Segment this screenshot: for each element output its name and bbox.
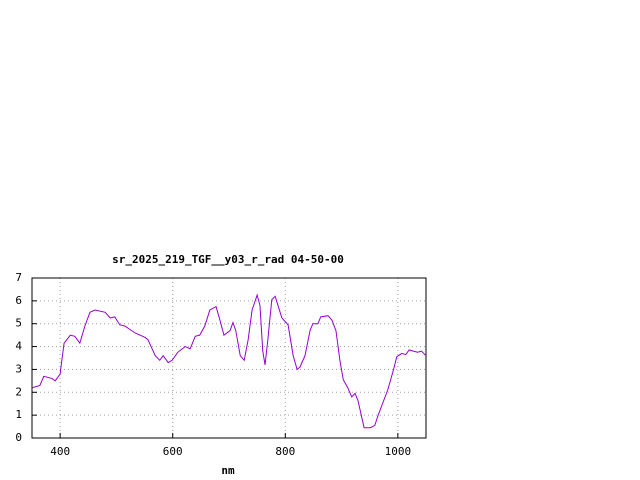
y-tick-label: 0 — [15, 431, 22, 444]
x-tick-label: 400 — [50, 445, 70, 458]
x-axis-label: nm — [221, 464, 235, 477]
y-tick-label: 3 — [15, 362, 22, 375]
x-tick-label: 800 — [275, 445, 295, 458]
x-tick-label: 600 — [163, 445, 183, 458]
y-tick-label: 2 — [15, 385, 22, 398]
y-tick-label: 1 — [15, 408, 22, 421]
y-tick-label: 5 — [15, 317, 22, 330]
y-tick-label: 6 — [15, 294, 22, 307]
y-tick-label: 4 — [15, 340, 22, 353]
plot-frame — [31, 277, 427, 439]
y-tick-label: 7 — [15, 271, 22, 284]
data-line — [31, 293, 427, 429]
x-tick-label: 1000 — [385, 445, 412, 458]
chart-title: sr_2025_219_TGF__y03_r_rad 04-50-00 — [112, 253, 344, 266]
